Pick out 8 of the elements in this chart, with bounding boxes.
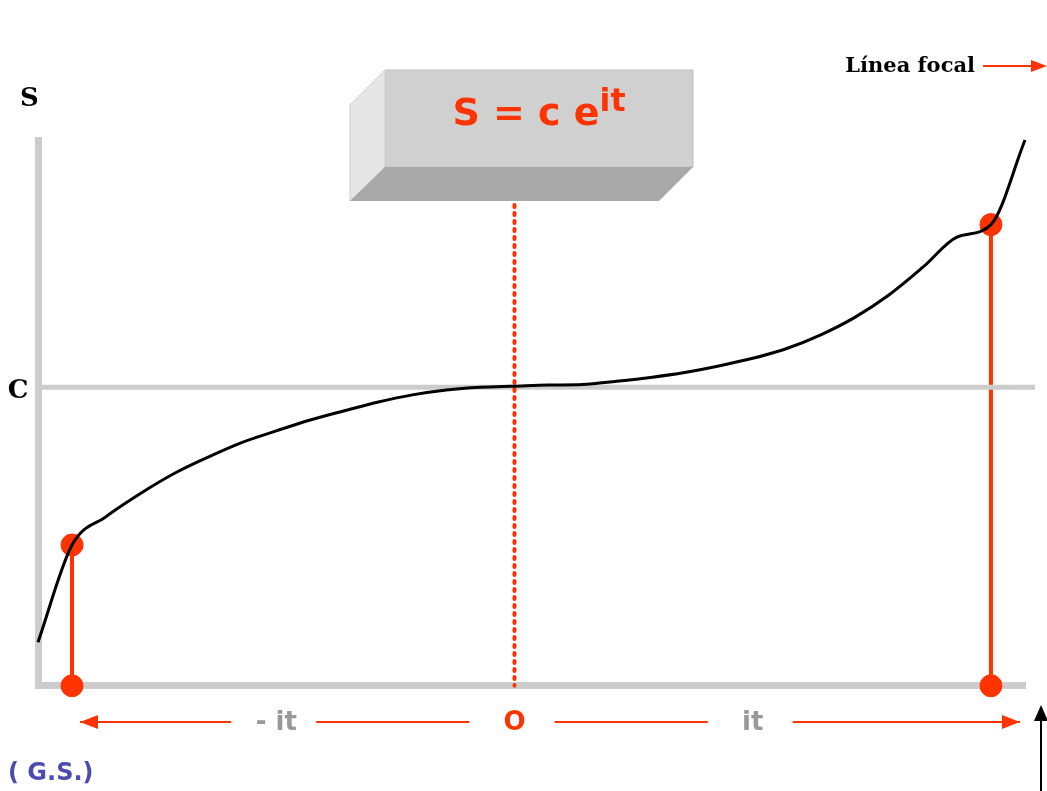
- x-tick-label: - it: [255, 706, 297, 737]
- x-tick-label: it: [742, 706, 764, 737]
- ref-line-label: C: [7, 374, 29, 404]
- x-tick-label: O: [503, 706, 526, 737]
- text: Línea focal: [845, 52, 975, 77]
- chart-title: S = c e$^{it}$: [451, 82, 627, 134]
- text: ( G.S.): [8, 758, 94, 786]
- y-axis-title: S: [20, 82, 39, 112]
